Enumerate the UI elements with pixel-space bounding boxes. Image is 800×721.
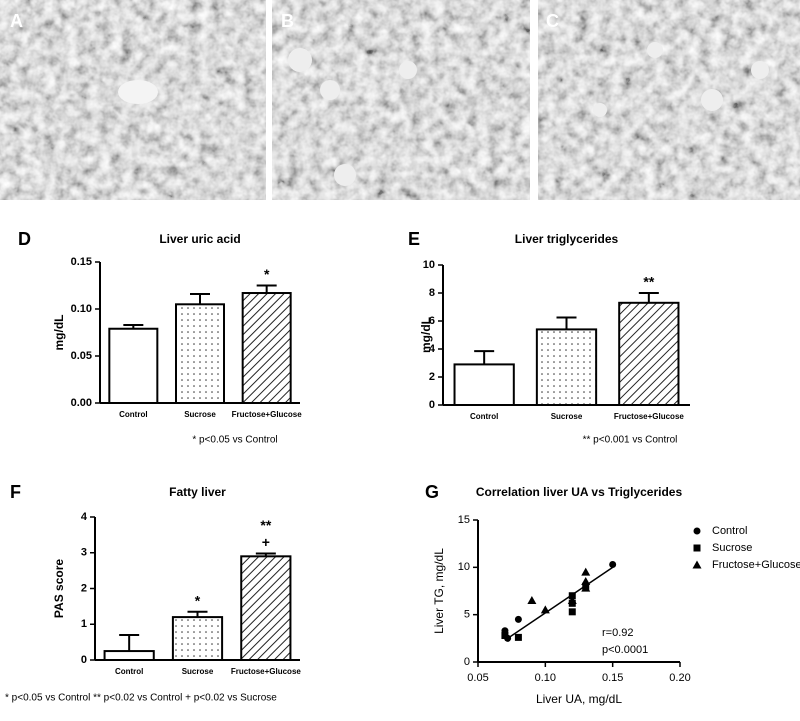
- point: [568, 592, 576, 600]
- bar: [618, 301, 680, 406]
- y-tick-label: 0.10: [71, 303, 92, 315]
- legend-marker: [693, 527, 701, 535]
- point: [540, 605, 550, 614]
- significance-mark: *: [264, 266, 270, 282]
- y-tick-label: 2: [81, 582, 87, 594]
- fat-droplet: [751, 61, 769, 79]
- panel-label: D: [18, 229, 31, 249]
- x-tick-label: Fructose+Glucose: [231, 667, 302, 676]
- bar: [103, 650, 155, 661]
- chart-title: Liver triglycerides: [515, 232, 619, 246]
- legend-label: Control: [712, 525, 747, 537]
- point: [581, 583, 591, 592]
- point: [568, 608, 576, 616]
- vessel: [118, 80, 158, 104]
- significance-mark: **: [643, 274, 654, 290]
- point: [527, 595, 537, 604]
- panel-label: E: [408, 229, 420, 249]
- y-axis-label: mg/dL: [52, 315, 66, 351]
- y-tick-label: 0.05: [71, 350, 92, 362]
- fit-line: [504, 566, 614, 641]
- y-tick-label: 10: [458, 561, 470, 573]
- point: [581, 567, 591, 576]
- micrograph: [538, 0, 800, 200]
- panel-label: G: [425, 482, 439, 502]
- y-tick-label: 0: [464, 656, 470, 668]
- bar: [171, 616, 224, 661]
- y-tick-label: 6: [429, 315, 435, 327]
- legend-label: Fructose+Glucose: [712, 559, 800, 571]
- micrograph: [272, 0, 530, 200]
- bar: [108, 327, 159, 404]
- y-tick-label: 4: [429, 343, 436, 355]
- x-tick-label: 0.20: [669, 672, 690, 684]
- x-tick-label: 0.05: [467, 672, 488, 684]
- y-tick-label: 4: [81, 511, 88, 523]
- bar: [240, 555, 292, 662]
- fat-droplet: [593, 103, 607, 117]
- significance-mark: **: [260, 517, 271, 533]
- y-tick-label: 5: [464, 609, 470, 621]
- annotation: r=0.92: [602, 627, 634, 639]
- bar: [453, 363, 515, 406]
- point: [514, 633, 522, 641]
- legend-label: Sucrose: [712, 542, 752, 554]
- legend-marker: [693, 544, 701, 552]
- x-tick-label: Fructose+Glucose: [614, 412, 685, 421]
- annotation: p<0.0001: [602, 644, 648, 656]
- x-tick-label: Fructose+Glucose: [232, 410, 303, 419]
- micrograph-row: A B C: [0, 0, 800, 200]
- chart-title: Correlation liver UA vs Triglycerides: [476, 485, 683, 499]
- y-tick-label: 10: [423, 259, 435, 271]
- fat-droplet: [334, 164, 356, 186]
- point: [609, 560, 617, 568]
- footnote: * p<0.05 vs Control: [192, 435, 277, 446]
- y-tick-label: 1: [81, 618, 87, 630]
- y-tick-label: 0.00: [71, 397, 92, 409]
- point: [567, 595, 577, 604]
- bar: [535, 328, 598, 406]
- y-tick-label: 0: [81, 654, 87, 666]
- footnote: * p<0.05 vs Control ** p<0.02 vs Control…: [5, 693, 277, 704]
- panel-label: B: [281, 11, 294, 31]
- y-tick-label: 0.15: [71, 256, 92, 268]
- y-axis-label: Liver TG, mg/dL: [432, 548, 446, 634]
- significance-mark: *: [195, 592, 201, 608]
- panel-label: F: [10, 482, 21, 502]
- x-tick-label: Control: [119, 410, 147, 419]
- point: [501, 631, 509, 639]
- panel-label: A: [10, 11, 23, 31]
- y-axis-label: PAS score: [52, 559, 66, 618]
- bar: [175, 303, 225, 404]
- y-tick-label: 8: [429, 287, 435, 299]
- fat-droplet: [399, 61, 417, 79]
- legend-marker: [692, 560, 702, 569]
- x-tick-label: 0.15: [602, 672, 623, 684]
- point: [514, 615, 522, 623]
- fat-droplet: [288, 48, 312, 72]
- bar: [241, 292, 292, 404]
- x-tick-label: 0.10: [535, 672, 556, 684]
- significance-mark: +: [262, 534, 270, 550]
- y-tick-label: 3: [81, 547, 87, 559]
- fat-droplet: [320, 80, 340, 100]
- point: [581, 577, 591, 586]
- x-tick-label: Sucrose: [551, 412, 583, 421]
- footnote: ** p<0.001 vs Control: [583, 435, 678, 446]
- y-tick-label: 15: [458, 514, 470, 526]
- y-tick-label: 2: [429, 371, 435, 383]
- y-axis-label: mg/dL: [419, 317, 433, 353]
- x-tick-label: Control: [470, 412, 498, 421]
- x-tick-label: Sucrose: [182, 667, 214, 676]
- y-tick-label: 0: [429, 399, 435, 411]
- panel-label: C: [546, 11, 559, 31]
- fat-droplet: [647, 42, 663, 58]
- fat-droplet: [701, 89, 723, 111]
- x-axis-label: Liver UA, mg/dL: [536, 692, 622, 706]
- x-tick-label: Sucrose: [184, 410, 216, 419]
- x-tick-label: Control: [115, 667, 143, 676]
- chart-title: Fatty liver: [169, 485, 226, 499]
- chart-title: Liver uric acid: [159, 232, 240, 246]
